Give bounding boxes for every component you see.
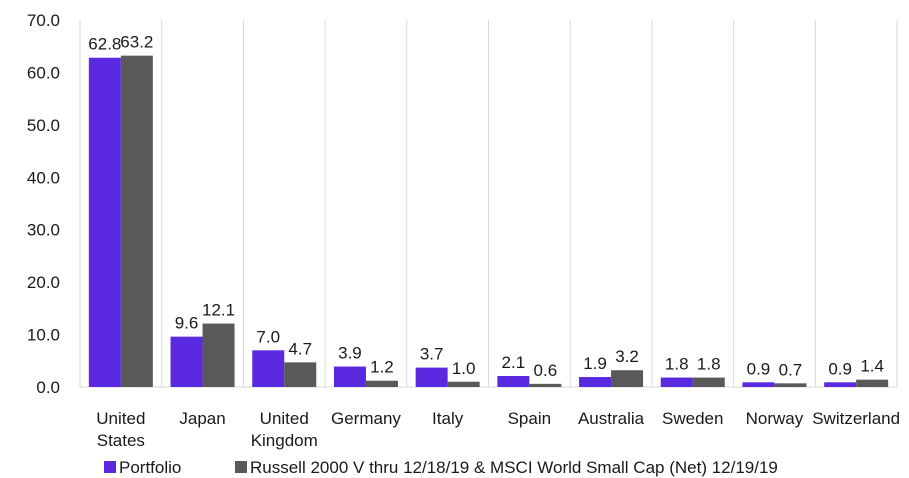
data-label: 9.6 <box>175 314 199 333</box>
data-label: 3.7 <box>420 345 444 364</box>
x-category-label: Sweden <box>662 409 723 428</box>
bar <box>120 55 153 387</box>
bar <box>88 57 121 388</box>
y-tick-label: 70.0 <box>27 11 60 30</box>
x-category-label: United States <box>96 409 145 450</box>
x-category-label: Spain <box>508 409 551 428</box>
data-label: 1.4 <box>860 357 884 376</box>
data-label: 7.0 <box>256 327 280 346</box>
x-category-label: Norway <box>746 409 804 428</box>
bar <box>415 367 448 387</box>
bar <box>742 382 775 387</box>
bar <box>660 377 693 387</box>
bar <box>252 350 285 387</box>
data-label: 3.9 <box>338 344 362 363</box>
x-axis: United States Japan United Kingdom Germany Ita… <box>96 409 900 450</box>
bar <box>856 379 889 387</box>
data-label: 0.9 <box>828 359 852 378</box>
y-tick-label: 60.0 <box>27 63 60 82</box>
bar <box>692 377 725 387</box>
data-label: 1.8 <box>665 355 689 374</box>
bar <box>333 366 366 387</box>
x-category-label: Germany <box>331 409 401 428</box>
bar <box>611 370 644 387</box>
x-category-label: Australia <box>578 409 645 428</box>
y-axis: 0.0 10.0 20.0 30.0 40.0 50.0 60.0 70.0 <box>27 11 60 397</box>
bars <box>88 55 889 388</box>
data-label: 1.8 <box>697 355 721 374</box>
bar <box>529 383 562 387</box>
x-category-label: Switzerland <box>812 409 900 428</box>
legend-label: Portfolio <box>119 458 181 477</box>
data-label: 3.2 <box>615 347 639 366</box>
bar <box>170 336 203 387</box>
y-tick-label: 20.0 <box>27 273 60 292</box>
y-tick-label: 50.0 <box>27 116 60 135</box>
legend-swatch <box>235 461 247 473</box>
bar <box>579 377 612 387</box>
legend-swatch <box>104 461 116 473</box>
y-tick-label: 30.0 <box>27 221 60 240</box>
y-tick-label: 10.0 <box>27 326 60 345</box>
data-label: 1.9 <box>583 354 607 373</box>
legend-label: Russell 2000 V thru 12/18/19 & MSCI Worl… <box>250 458 778 477</box>
x-category-label: United Kingdom <box>251 409 318 450</box>
bar <box>774 383 807 387</box>
bar <box>824 382 857 387</box>
bar <box>497 375 530 387</box>
data-label: 0.9 <box>747 359 771 378</box>
bar <box>447 381 480 387</box>
data-label: 12.1 <box>202 301 235 320</box>
data-labels: 62.863.2 9.612.1 7.0 4.7 3.9 1.2 3.7 1.0 2.1 0.6 1… <box>88 33 884 380</box>
data-label: 4.7 <box>288 339 312 358</box>
y-tick-label: 40.0 <box>27 168 60 187</box>
data-label: 1.2 <box>370 358 394 377</box>
legend: Portfolio Russell 2000 V thru 12/18/19 & … <box>104 458 778 477</box>
bar <box>202 323 235 387</box>
y-tick-label: 0.0 <box>36 378 60 397</box>
data-label: 2.1 <box>502 353 526 372</box>
data-label: 63.2 <box>120 33 153 52</box>
bar <box>365 380 398 387</box>
bar <box>284 362 317 387</box>
x-category-label: Italy <box>432 409 464 428</box>
data-label: 62.8 <box>88 35 121 54</box>
x-category-label: Japan <box>179 409 225 428</box>
data-label: 1.0 <box>452 359 476 378</box>
data-label: 0.6 <box>534 361 558 380</box>
data-label: 0.7 <box>779 360 803 379</box>
